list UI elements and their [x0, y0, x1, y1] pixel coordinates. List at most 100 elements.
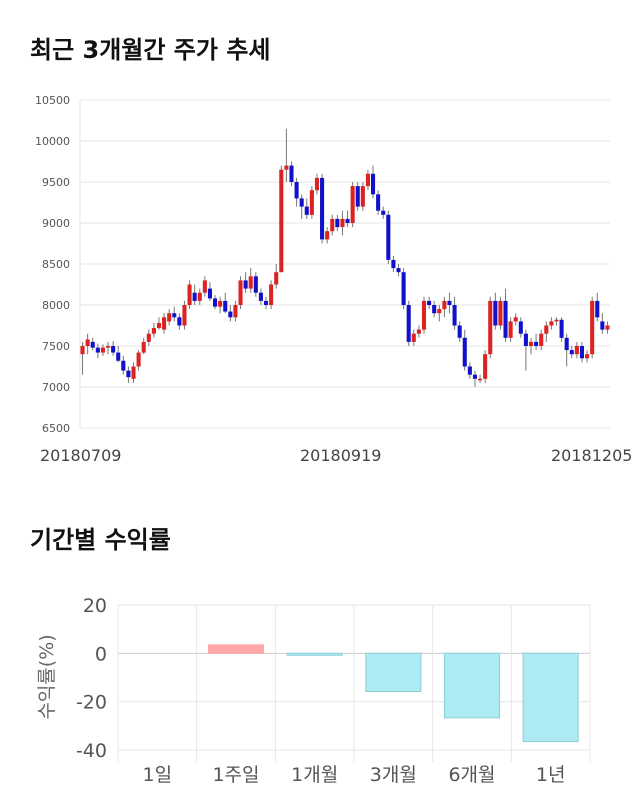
candle-body [355, 186, 360, 207]
candle-body [411, 333, 416, 342]
candle-body [513, 317, 518, 322]
candle-body [263, 300, 269, 305]
candle-body [126, 370, 131, 378]
returns-chart-title: 기간별 수익률 [30, 526, 171, 554]
return-bar [443, 652, 501, 719]
candle-body [207, 288, 212, 299]
candle-body [340, 218, 345, 228]
candle-body [478, 378, 483, 381]
x-tick-label: 20180919 [300, 446, 381, 465]
y-tick-label: 7500 [42, 340, 70, 353]
candle-body [95, 347, 100, 353]
x-tick-label: 3개월 [370, 764, 417, 786]
candle-body [534, 341, 539, 346]
candle-body [386, 214, 391, 260]
candle-body [233, 305, 238, 318]
candle-body [279, 169, 284, 273]
candle-body [136, 352, 141, 367]
y-tick-label: 10500 [35, 94, 70, 107]
candle-body [421, 300, 427, 330]
return-bar [286, 652, 343, 656]
candle-body [488, 300, 493, 355]
y-tick-label: 9000 [42, 217, 70, 230]
candle-body [253, 276, 258, 293]
y-tick-label: 0 [95, 643, 107, 665]
candle-body [503, 300, 508, 338]
candle-body [467, 366, 472, 375]
candle-body [162, 317, 167, 330]
candle-body [121, 360, 126, 371]
candle-body [376, 194, 381, 211]
return-bar [522, 652, 579, 743]
candle-body [330, 218, 335, 232]
x-tick-label: 6개월 [448, 764, 495, 786]
candle-body [274, 272, 279, 285]
candle-body [416, 329, 421, 334]
candle-body [518, 321, 523, 334]
y-tick-label: 8000 [42, 299, 70, 312]
candlestick-chart: 6500 7000 7500 8000 8500 9000 9500 10000 10500 20… [35, 94, 632, 465]
candle-body [146, 333, 151, 342]
candle-body [111, 346, 116, 353]
candle-body [554, 319, 559, 322]
candle-body [442, 300, 447, 310]
candle-body [381, 210, 386, 215]
candle-body [549, 321, 554, 326]
x-tick-label: 1일 [143, 764, 173, 786]
candle-body [350, 186, 355, 223]
candle-body [447, 300, 452, 305]
candle-body [401, 272, 406, 305]
candle-body [248, 276, 253, 289]
candle-body [559, 319, 564, 338]
candle-body [564, 337, 569, 351]
candle-body [141, 341, 146, 353]
candle-body [116, 352, 121, 361]
candle-body [585, 354, 590, 359]
candle-body [595, 300, 600, 318]
y-tick-label: 10000 [35, 135, 70, 148]
candle-body [574, 346, 579, 355]
candle-body [452, 305, 457, 326]
candle-body [360, 186, 365, 207]
x-tick-label: 20181205 [551, 446, 632, 465]
candle-body [325, 231, 330, 240]
candle-body [151, 327, 156, 334]
y-tick-label: 6500 [42, 422, 70, 435]
candle-body [396, 268, 401, 273]
candle-body [569, 350, 574, 355]
candle-body [314, 177, 320, 191]
y-tick-label: 7000 [42, 381, 70, 394]
candle-body [100, 347, 105, 353]
candle-body [167, 313, 172, 322]
candle-body [228, 311, 233, 318]
candle-body [218, 300, 223, 307]
candle-body [437, 309, 442, 314]
y-tick-label: -20 [76, 692, 107, 714]
candle-body [202, 280, 207, 293]
x-tick-label: 20180709 [40, 446, 121, 465]
candle-body [472, 374, 477, 379]
candle-body [579, 346, 585, 359]
candle-body [605, 325, 610, 330]
candle-body [284, 165, 289, 170]
candle-body [238, 280, 243, 305]
candle-body [85, 339, 90, 346]
y-tick-label: 20 [83, 595, 107, 617]
candle-body [320, 177, 325, 240]
candle-body [600, 321, 605, 330]
candle-body [213, 298, 218, 307]
candle-body [197, 292, 202, 301]
candle-body [493, 300, 498, 326]
candle-body [182, 305, 187, 326]
candle-body [187, 284, 192, 305]
x-tick-label: 1개월 [291, 764, 338, 786]
candle-body [345, 218, 350, 223]
y-tick-label: 9500 [42, 176, 70, 189]
candle-body [105, 346, 111, 348]
candle-body [590, 300, 595, 355]
candle-body [406, 305, 411, 342]
candle-body [269, 284, 274, 305]
candle-body [309, 190, 314, 215]
candle-body [427, 300, 432, 305]
